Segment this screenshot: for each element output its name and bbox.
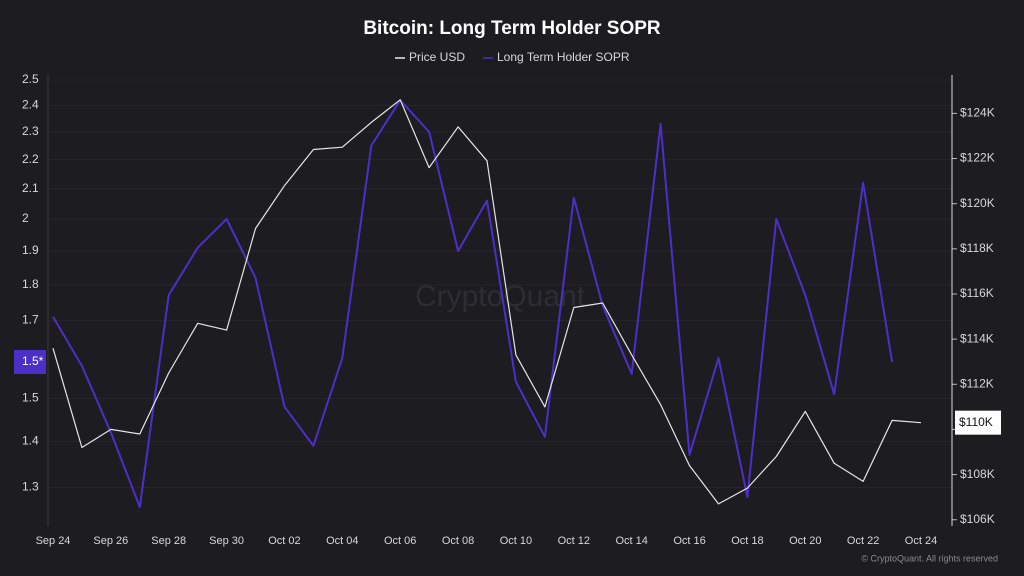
- legend-label: Long Term Holder SOPR: [497, 50, 630, 64]
- y2-tick-label: $114K: [960, 331, 994, 345]
- x-tick-label: Oct 08: [442, 535, 474, 547]
- y2-tick-label: $108K: [960, 467, 995, 481]
- x-tick-label: Sep 26: [93, 535, 128, 547]
- x-tick-label: Oct 14: [615, 535, 647, 547]
- x-tick-label: Sep 24: [36, 535, 71, 547]
- series-line: [52, 99, 922, 505]
- y2-tick-label: $118K: [960, 241, 994, 255]
- y-tick-label: 1.3: [22, 480, 39, 494]
- y2-tick-label: $106K: [960, 512, 995, 526]
- y-tick-label: 1.9: [22, 243, 39, 257]
- x-tick-label: Oct 20: [789, 535, 821, 547]
- last-value-box: [14, 350, 46, 375]
- y-tick-label: 1.4: [22, 433, 39, 447]
- x-tick-label: Sep 28: [151, 535, 186, 547]
- y-tick-label: 2.4: [22, 98, 39, 112]
- x-tick-label: Oct 16: [673, 535, 705, 547]
- y-tick-label: 1.7: [22, 312, 39, 326]
- x-tick-label: Sep 30: [209, 535, 244, 547]
- y-tick-label: 2.2: [22, 152, 39, 166]
- last-value-box: [955, 410, 1001, 435]
- y2-tick-label: $122K: [960, 151, 995, 165]
- x-tick-label: Oct 22: [847, 535, 879, 547]
- y2-tick-label: $120K: [960, 196, 995, 210]
- x-tick-label: Oct 24: [905, 535, 937, 547]
- y2-tick-label: $112K: [960, 376, 994, 390]
- last-value-label: 1.5*: [22, 354, 44, 368]
- y-tick-label: 1.5: [22, 390, 39, 404]
- x-tick-label: Oct 12: [558, 535, 590, 547]
- last-value-label: $110K: [959, 415, 993, 429]
- y-tick-label: 1.8: [22, 277, 39, 291]
- y2-tick-label: $124K: [960, 106, 995, 120]
- x-tick-label: Oct 18: [731, 535, 763, 547]
- x-tick-label: Oct 02: [268, 535, 300, 547]
- series-line: [52, 99, 894, 508]
- x-tick-label: Oct 06: [384, 535, 416, 547]
- x-tick-label: Oct 04: [326, 535, 358, 547]
- x-tick-label: Oct 10: [500, 535, 532, 547]
- y-tick-label: 2: [22, 211, 29, 225]
- y-tick-label: 2.1: [22, 181, 39, 195]
- y2-tick-label: $116K: [960, 286, 994, 300]
- chart-title: Bitcoin: Long Term Holder SOPR: [363, 18, 661, 39]
- footer: © CryptoQuant. All rights reserved: [861, 553, 998, 563]
- legend-label: Price USD: [409, 50, 465, 64]
- y-tick-label: 2.5: [22, 72, 39, 86]
- y-tick-label: 2.3: [22, 124, 39, 138]
